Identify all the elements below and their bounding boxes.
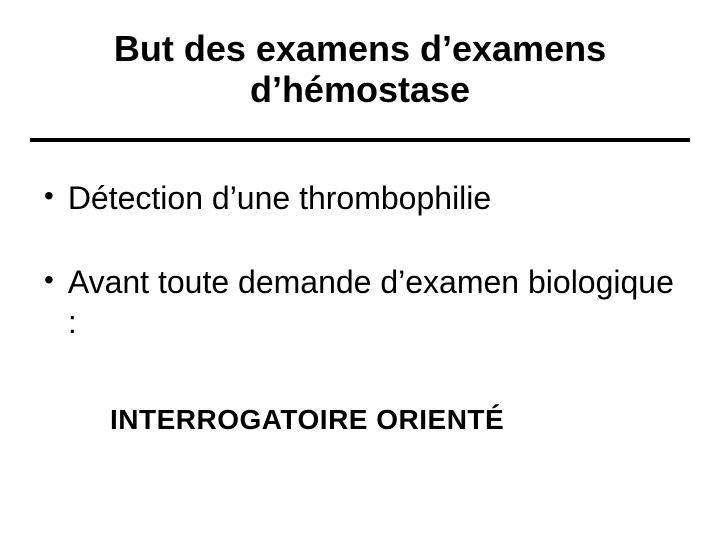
bullet-list: • Détection d’une thrombophilie • Avant … <box>40 178 680 386</box>
emphasis-text: INTERROGATOIRE ORIENTÉ <box>110 404 504 436</box>
list-item: • Détection d’une thrombophilie <box>40 178 680 218</box>
slide-title: But des examens d’examens d’hémostase <box>0 28 720 111</box>
title-underline <box>30 138 690 142</box>
slide: But des examens d’examens d’hémostase • … <box>0 0 720 540</box>
list-item: • Avant toute demande d’examen biologiqu… <box>40 262 680 342</box>
bullet-marker: • <box>44 262 54 297</box>
bullet-text: Détection d’une thrombophilie <box>68 178 491 218</box>
bullet-marker: • <box>44 178 54 213</box>
title-line-2: d’hémostase <box>0 69 720 110</box>
title-line-1: But des examens d’examens <box>0 28 720 69</box>
bullet-text: Avant toute demande d’examen biologique … <box>68 262 680 342</box>
